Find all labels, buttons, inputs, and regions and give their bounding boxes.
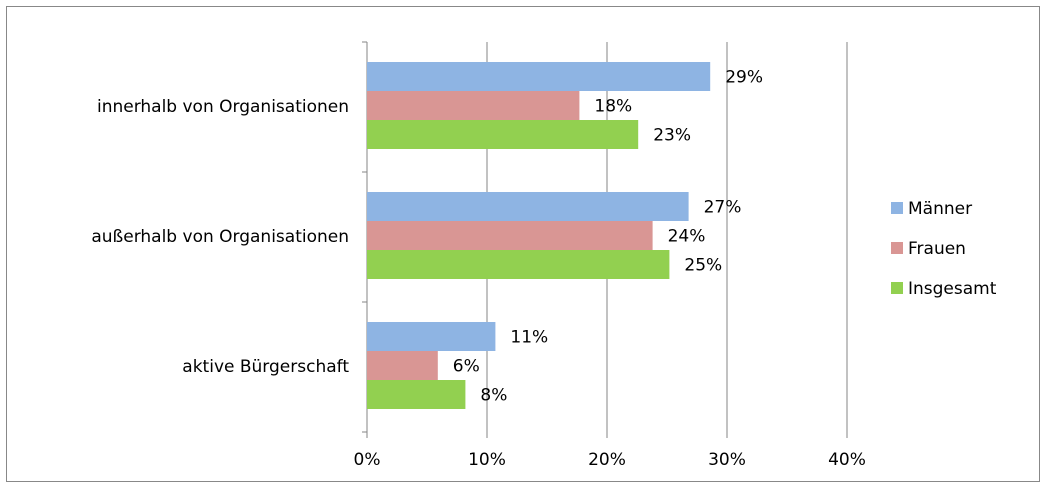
data-label: 24% <box>668 227 706 247</box>
data-label: 18% <box>594 97 632 117</box>
legend-label: Männer <box>908 199 972 219</box>
y-tick-label: außerhalb von Organisationen <box>91 227 349 247</box>
bar <box>367 221 653 250</box>
y-tick-label: aktive Bürgerschaft <box>182 357 349 377</box>
data-label: 23% <box>653 126 691 146</box>
x-tick-label: 0% <box>354 450 381 470</box>
bar <box>367 192 689 221</box>
data-label: 8% <box>480 386 507 406</box>
x-tick-label: 10% <box>468 450 506 470</box>
x-tick-label: 20% <box>588 450 626 470</box>
data-label: 25% <box>684 256 722 276</box>
data-label: 29% <box>725 68 763 88</box>
data-label: 6% <box>453 357 480 377</box>
x-tick-label: 40% <box>828 450 866 470</box>
bar <box>367 91 580 120</box>
data-label: 11% <box>510 328 548 348</box>
bar <box>367 322 496 351</box>
legend-label: Insgesamt <box>908 279 997 299</box>
legend-swatch <box>891 242 903 254</box>
x-tick-label: 30% <box>708 450 746 470</box>
y-tick-label: innerhalb von Organisationen <box>97 97 349 117</box>
bar <box>367 380 466 409</box>
data-label: 27% <box>704 198 742 218</box>
bar <box>367 351 438 380</box>
bar <box>367 120 639 149</box>
legend-swatch <box>891 282 903 294</box>
legend-swatch <box>891 202 903 214</box>
bar <box>367 62 711 91</box>
legend-label: Frauen <box>908 239 966 259</box>
bar <box>367 250 670 279</box>
